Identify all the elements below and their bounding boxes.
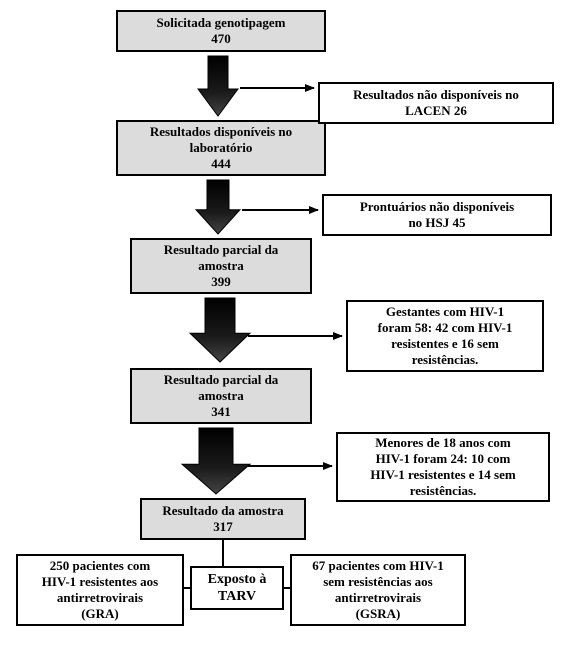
node-gra: 250 pacientes comHIV-1 resistentes aosan… <box>16 554 184 626</box>
node-resultados-lab: Resultados disponíveis nolaboratório444 <box>116 120 326 176</box>
node-hsj: Prontuários não disponíveisno HSJ 45 <box>322 194 552 236</box>
node-gsra: 67 pacientes com HIV-1sem resistências a… <box>290 554 466 626</box>
node-solicitada: Solicitada genotipagem470 <box>116 10 326 52</box>
node-menores: Menores de 18 anos comHIV-1 foram 24: 10… <box>336 432 550 502</box>
node-resultado-317: Resultado da amostra317 <box>140 498 306 540</box>
node-gestantes: Gestantes com HIV-1foram 58: 42 com HIV-… <box>346 300 544 372</box>
node-lacen: Resultados não disponíveis noLACEN 26 <box>318 82 554 124</box>
node-parcial-341: Resultado parcial daamostra341 <box>130 368 312 424</box>
node-exposto-tarv: Exposto àTARV <box>190 566 284 610</box>
node-parcial-399: Resultado parcial daamostra399 <box>130 238 312 294</box>
